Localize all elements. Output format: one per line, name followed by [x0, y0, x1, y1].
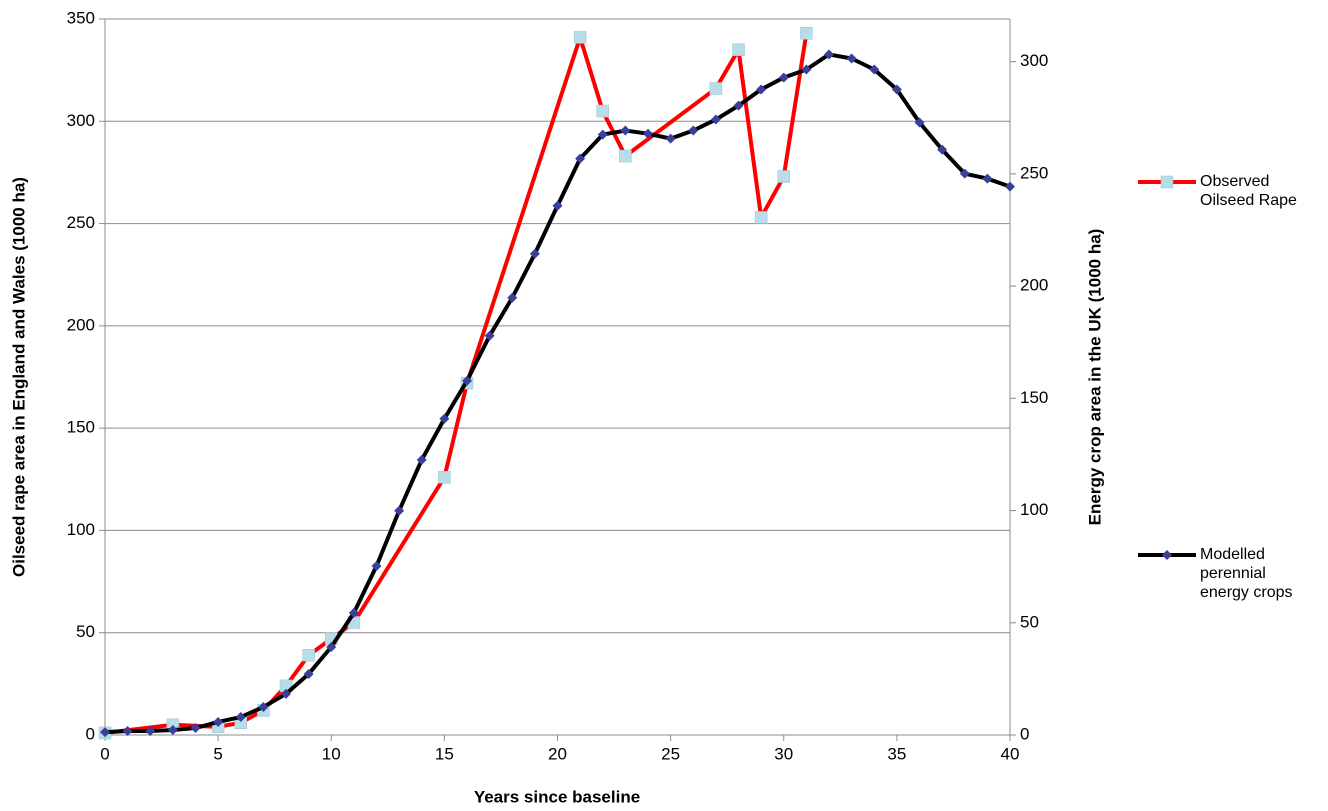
data-point	[778, 72, 789, 83]
x-tick-label: 30	[774, 744, 793, 763]
data-point	[439, 413, 450, 424]
legend-swatch-marker	[1162, 550, 1172, 560]
data-point	[303, 668, 314, 679]
y2-tick-label: 200	[1020, 276, 1048, 295]
y2-tick-label: 250	[1020, 163, 1048, 182]
data-point	[800, 27, 813, 40]
data-point	[710, 114, 721, 125]
data-point	[801, 64, 812, 75]
data-point	[891, 84, 902, 95]
x-tick-label: 5	[213, 744, 222, 763]
y-tick-label: 250	[67, 213, 95, 232]
data-point	[937, 144, 948, 155]
data-point	[597, 129, 608, 140]
y-tick-label: 350	[67, 8, 95, 27]
x-tick-label: 35	[887, 744, 906, 763]
data-point	[643, 128, 653, 139]
data-point	[302, 648, 315, 662]
data-point	[756, 84, 767, 95]
data-point	[416, 454, 427, 465]
data-point	[552, 200, 563, 211]
series-line	[104, 52, 1011, 735]
y-tick-label: 0	[86, 724, 95, 743]
data-point	[575, 153, 586, 164]
data-point	[167, 725, 178, 736]
y-tick-label: 200	[67, 315, 95, 334]
x-tick-label: 25	[661, 744, 680, 763]
legend-swatch-marker	[1160, 175, 1174, 189]
data-point	[371, 560, 382, 571]
data-point	[573, 31, 587, 44]
data-point	[665, 133, 676, 144]
data-point	[824, 49, 834, 60]
data-point	[914, 117, 925, 128]
data-point	[281, 688, 291, 699]
data-point	[145, 725, 156, 736]
y2-tick-label: 150	[1020, 388, 1048, 407]
data-point	[959, 168, 970, 179]
data-point	[688, 125, 699, 136]
data-point	[733, 100, 744, 111]
data-point	[122, 725, 133, 736]
y2-tick-label: 50	[1020, 612, 1039, 631]
y-tick-label: 50	[76, 622, 95, 641]
data-point	[326, 642, 337, 653]
y-tick-label: 100	[67, 520, 95, 539]
data-point	[235, 712, 246, 723]
data-point	[348, 607, 359, 618]
y-axis-title: Oilseed rape area in England and Wales (…	[9, 177, 28, 577]
legend-label: Observed Oilseed Rape	[1200, 173, 1297, 209]
series-line	[104, 33, 809, 735]
y-tick-label: 300	[67, 111, 95, 130]
data-point	[709, 82, 723, 95]
legend-label: Modelled perennial energy crops	[1200, 546, 1293, 601]
y-tick-label: 150	[67, 418, 95, 437]
data-point	[213, 716, 224, 727]
data-point	[484, 330, 495, 341]
x-tick-label: 0	[100, 744, 109, 763]
x-axis-title: Years since baseline	[474, 787, 640, 806]
x-tick-label: 40	[1001, 744, 1020, 763]
data-point	[846, 53, 857, 64]
data-point	[620, 125, 631, 136]
data-point	[869, 64, 880, 75]
data-point	[777, 170, 790, 183]
y2-tick-label: 100	[1020, 500, 1048, 519]
data-point	[507, 292, 518, 303]
data-point	[596, 104, 609, 118]
data-point	[619, 149, 632, 163]
data-point	[982, 173, 993, 184]
data-point	[529, 248, 540, 259]
data-point	[732, 43, 745, 56]
data-point	[438, 470, 451, 484]
y2-tick-label: 0	[1020, 724, 1029, 743]
y2-axis-title: Energy crop area in the UK (1000 ha)	[1085, 229, 1104, 526]
data-point	[462, 375, 472, 386]
data-point	[1005, 181, 1015, 192]
data-point	[100, 727, 110, 738]
x-tick-label: 20	[548, 744, 567, 763]
y2-tick-label: 300	[1020, 51, 1048, 70]
data-point	[754, 211, 768, 224]
x-tick-label: 15	[435, 744, 454, 763]
data-point	[190, 723, 201, 734]
x-tick-label: 10	[322, 744, 341, 763]
data-point	[258, 701, 269, 712]
data-point	[394, 505, 405, 516]
